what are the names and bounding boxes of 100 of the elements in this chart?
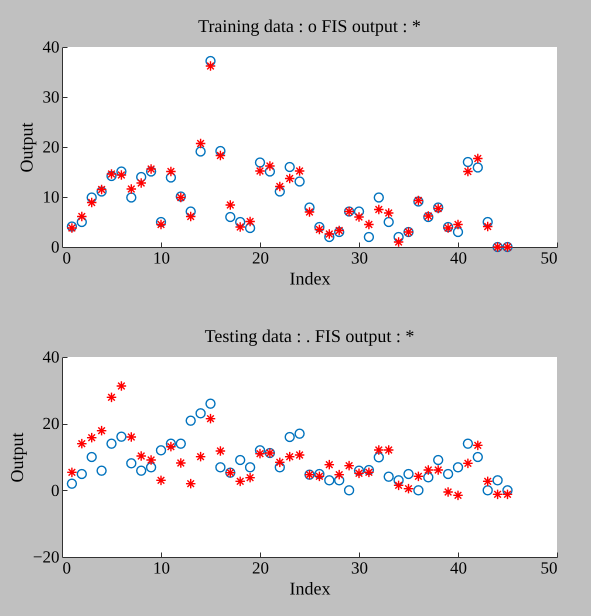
point [224, 200, 236, 210]
point [234, 222, 246, 232]
point [66, 466, 78, 478]
point [274, 456, 286, 468]
point [462, 438, 474, 449]
point [314, 222, 325, 232]
point [205, 413, 216, 424]
point [274, 181, 286, 192]
point [452, 226, 464, 238]
point [393, 236, 404, 248]
point [185, 211, 196, 222]
point [284, 173, 296, 184]
point [472, 452, 483, 462]
point [86, 197, 98, 208]
point [116, 432, 127, 442]
point [116, 166, 127, 177]
point [412, 470, 424, 482]
point [156, 219, 166, 230]
point [334, 475, 344, 486]
x-tick-label: 0 [62, 558, 71, 578]
point [76, 438, 88, 450]
point [294, 166, 306, 176]
point [156, 216, 166, 228]
point [146, 164, 157, 174]
point [136, 450, 147, 462]
x-tick-label: 30 [351, 558, 368, 578]
point [472, 440, 484, 451]
point [205, 398, 216, 409]
point [136, 172, 146, 182]
point [363, 219, 374, 230]
point [482, 485, 493, 496]
point [403, 468, 414, 480]
point [472, 162, 483, 173]
point [96, 466, 107, 476]
point [334, 469, 345, 480]
point [502, 488, 513, 500]
point [393, 480, 404, 491]
point [186, 206, 196, 217]
y-tick-label: 10 [42, 188, 60, 206]
point [235, 454, 246, 466]
point [324, 459, 335, 470]
x-tick-label: 10 [153, 248, 170, 268]
point [234, 476, 246, 487]
point [156, 474, 166, 486]
point [244, 472, 256, 484]
point [354, 466, 364, 476]
point [264, 160, 276, 172]
point [175, 458, 186, 468]
point [195, 146, 206, 157]
point [374, 192, 384, 203]
point [86, 432, 98, 444]
point [492, 488, 504, 500]
point [235, 216, 246, 228]
y-axis-title: Output [16, 122, 36, 173]
point [244, 216, 256, 227]
x-axis-title: Index [290, 268, 330, 288]
point [205, 56, 216, 66]
point [165, 166, 176, 177]
point [354, 206, 364, 217]
y-tick-label: 40 [42, 348, 60, 366]
point [274, 462, 285, 472]
point [384, 472, 394, 482]
point [363, 466, 374, 478]
point [126, 458, 136, 468]
point [106, 392, 117, 403]
point [452, 490, 464, 501]
point [304, 202, 315, 213]
point [393, 475, 404, 486]
point [403, 483, 414, 494]
y-tick-label: 20 [42, 138, 60, 156]
point [274, 186, 285, 197]
point [76, 468, 87, 480]
point [502, 485, 513, 496]
point [215, 146, 226, 156]
point [492, 475, 503, 486]
point [432, 464, 444, 476]
point [146, 166, 156, 177]
point [116, 380, 127, 392]
point [284, 432, 295, 442]
point [294, 428, 305, 439]
point [314, 224, 325, 235]
point [214, 446, 226, 456]
x-tick-label: 40 [450, 248, 467, 268]
point [482, 216, 493, 228]
point [364, 232, 374, 242]
point [185, 478, 196, 490]
chart-title: Testing data : . FIS output : * [204, 326, 414, 346]
point [284, 451, 296, 462]
point [86, 452, 97, 462]
point [126, 192, 136, 203]
y-tick-label: 40 [42, 38, 60, 56]
point [225, 212, 236, 222]
point [66, 478, 78, 489]
point [314, 470, 325, 482]
x-tick-label: 50 [540, 558, 558, 578]
point [195, 451, 206, 462]
point [195, 408, 206, 418]
point [244, 462, 256, 472]
y-tick-label: 0 [51, 480, 60, 500]
point [176, 438, 186, 449]
